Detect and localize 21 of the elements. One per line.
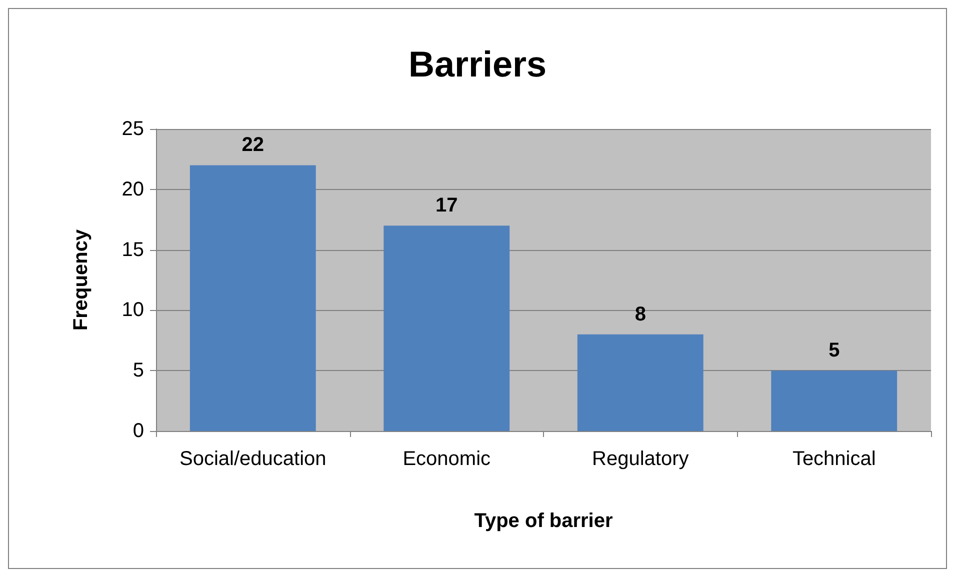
- bar: [771, 370, 898, 431]
- data-label: 22: [242, 134, 264, 156]
- bar: [384, 226, 510, 431]
- x-tick-label: Social/education: [179, 448, 326, 470]
- y-tick-label: 25: [122, 118, 144, 140]
- bar: [190, 165, 316, 431]
- y-tick-label: 0: [132, 420, 144, 442]
- data-label: 8: [634, 303, 646, 326]
- y-tick-label: 15: [122, 238, 144, 261]
- data-label: 17: [436, 194, 458, 217]
- y-tick-label: 5: [132, 360, 144, 382]
- y-tick-label: 10: [122, 299, 144, 322]
- x-tick-label: Technical: [792, 448, 876, 470]
- x-tick-label: Regulatory: [592, 448, 689, 470]
- x-axis-title: Type of barrier: [474, 510, 613, 532]
- data-label: 5: [828, 340, 840, 362]
- y-axis-title: Frequency: [70, 228, 92, 331]
- bar: [577, 334, 704, 431]
- chart-title: Barriers: [408, 44, 547, 84]
- y-tick-label: 20: [122, 178, 144, 200]
- x-tick-label: Economic: [402, 448, 491, 470]
